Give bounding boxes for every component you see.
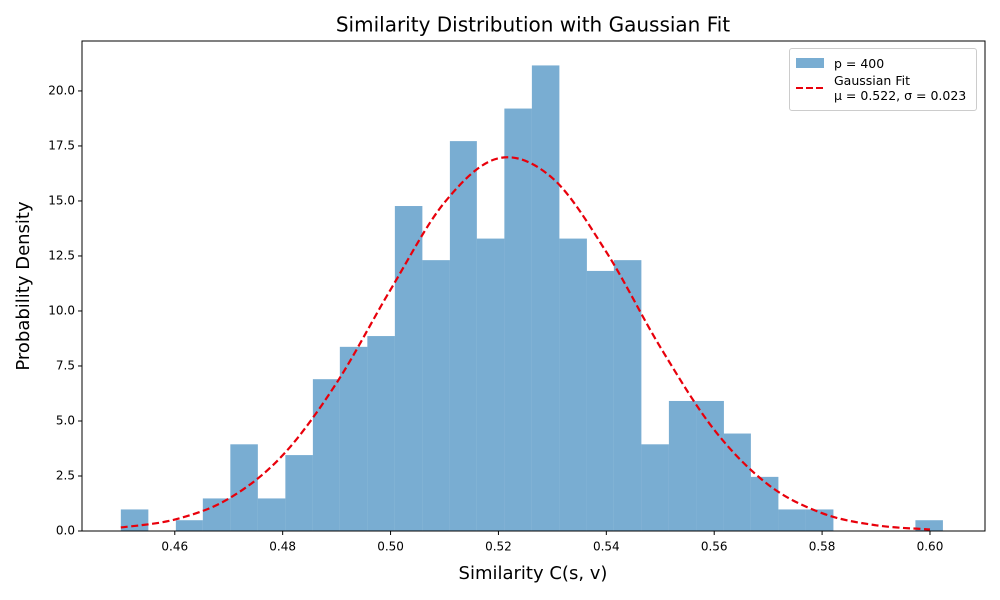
plot-frame xyxy=(81,40,986,532)
x-tick-label: 0.58 xyxy=(809,540,836,554)
legend-swatch xyxy=(796,58,824,68)
histogram-bar xyxy=(394,206,423,531)
histogram-bar xyxy=(367,336,395,531)
fit-line xyxy=(120,156,931,531)
histogram-bar xyxy=(339,346,368,531)
histogram-bar xyxy=(449,141,477,532)
histogram-bar xyxy=(696,400,724,531)
y-tick-label: 12.5 xyxy=(48,248,75,262)
y-tick-label: 10.0 xyxy=(48,303,75,317)
histogram-bar xyxy=(120,509,149,531)
x-tick-label: 0.54 xyxy=(593,540,620,554)
x-tick-label: 0.60 xyxy=(917,540,944,554)
y-tick-label: 15.0 xyxy=(48,193,75,207)
histogram-bar xyxy=(175,520,203,531)
y-tick-label: 5.0 xyxy=(56,413,75,427)
histogram-bar xyxy=(257,498,286,531)
legend-label: p = 400 xyxy=(834,56,885,71)
histogram-bar xyxy=(586,270,614,531)
histogram-bar xyxy=(202,498,231,531)
legend: p = 400 Gaussian Fit μ = 0.522, σ = 0.023 xyxy=(789,48,977,111)
plot-area xyxy=(120,65,943,532)
histogram-bar xyxy=(285,455,313,531)
x-tick-label: 0.48 xyxy=(269,540,296,554)
histogram-bar xyxy=(668,400,697,531)
x-tick-label: 0.50 xyxy=(377,540,404,554)
y-tick-label: 20.0 xyxy=(48,83,75,97)
histogram-bar xyxy=(312,379,340,531)
histogram-bar xyxy=(750,476,779,531)
legend-swatch xyxy=(796,73,824,103)
histogram-bar xyxy=(805,509,834,531)
legend-entry: p = 400 xyxy=(796,56,970,71)
histogram-bar xyxy=(476,238,505,531)
x-tick-label: 0.46 xyxy=(161,540,188,554)
y-tick-label: 0.0 xyxy=(56,524,75,538)
histogram-bar xyxy=(613,260,642,531)
histogram-bar xyxy=(422,260,450,531)
histogram-bar xyxy=(915,520,943,531)
histogram-bar xyxy=(778,509,806,531)
y-tick-label: 7.5 xyxy=(56,358,75,372)
y-axis-label: Probability Density xyxy=(13,201,34,371)
x-axis-label: Similarity C(s, v) xyxy=(459,563,608,584)
histogram-bar xyxy=(723,433,751,531)
y-tick-label: 2.5 xyxy=(56,468,75,482)
histogram-bar xyxy=(559,238,587,531)
histogram-bar xyxy=(504,108,532,531)
chart-title: Similarity Distribution with Gaussian Fi… xyxy=(336,13,730,37)
legend-label: Gaussian Fit μ = 0.522, σ = 0.023 xyxy=(834,73,967,103)
x-tick-label: 0.56 xyxy=(701,540,728,554)
x-tick-label: 0.52 xyxy=(485,540,512,554)
histogram-bar xyxy=(531,65,560,532)
histogram-bar xyxy=(641,444,669,531)
y-tick-label: 17.5 xyxy=(48,138,75,152)
legend-entry: Gaussian Fit μ = 0.522, σ = 0.023 xyxy=(796,73,970,103)
